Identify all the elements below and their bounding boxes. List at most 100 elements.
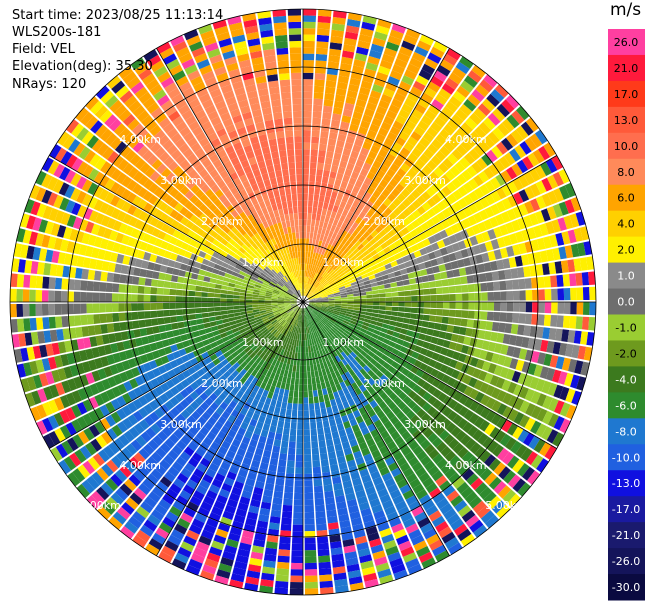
- velocity-gate: [325, 339, 331, 346]
- velocity-gate: [245, 325, 252, 331]
- velocity-gate: [245, 200, 254, 209]
- velocity-gate: [518, 174, 530, 188]
- velocity-gate: [134, 86, 148, 99]
- velocity-gate: [299, 384, 303, 392]
- velocity-gate: [172, 165, 183, 176]
- velocity-gate: [519, 386, 529, 399]
- velocity-gate: [29, 289, 36, 302]
- velocity-gate: [565, 343, 574, 358]
- velocity-gate: [335, 257, 342, 264]
- velocity-gate: [445, 422, 457, 434]
- velocity-gate: [91, 247, 100, 259]
- velocity-gate: [220, 306, 227, 311]
- velocity-gate: [331, 272, 338, 278]
- velocity-gate: [134, 158, 146, 170]
- velocity-gate: [137, 346, 146, 356]
- velocity-gate: [149, 342, 158, 352]
- velocity-gate: [448, 438, 460, 450]
- velocity-gate: [99, 282, 107, 292]
- velocity-gate: [361, 260, 369, 267]
- velocity-gate: [121, 201, 132, 213]
- velocity-gate: [358, 360, 367, 368]
- velocity-gate: [212, 239, 221, 247]
- velocity-gate: [447, 410, 458, 422]
- velocity-gate: [103, 366, 113, 378]
- velocity-gate: [303, 110, 312, 118]
- velocity-gate: [195, 406, 205, 416]
- velocity-gate: [157, 317, 165, 325]
- velocity-gate: [292, 345, 296, 353]
- velocity-gate: [191, 104, 204, 115]
- velocity-gate: [43, 330, 52, 343]
- velocity-gate: [90, 100, 104, 115]
- velocity-gate: [239, 308, 247, 312]
- velocity-gate: [214, 288, 222, 294]
- velocity-gate: [51, 342, 60, 355]
- velocity-gate: [285, 315, 291, 321]
- velocity-gate: [304, 531, 316, 538]
- velocity-gate: [346, 291, 354, 295]
- velocity-gate: [74, 279, 82, 291]
- velocity-gate: [195, 131, 207, 142]
- velocity-gate: [389, 277, 397, 283]
- velocity-gate: [360, 120, 371, 130]
- velocity-gate: [290, 569, 303, 576]
- velocity-gate: [303, 15, 316, 22]
- velocity-gate: [470, 477, 484, 491]
- velocity-gate: [493, 481, 507, 495]
- velocity-gate: [475, 464, 488, 477]
- velocity-gate: [243, 233, 251, 241]
- velocity-gate: [431, 215, 441, 225]
- velocity-gate: [151, 509, 165, 521]
- velocity-gate: [303, 435, 311, 443]
- velocity-gate: [175, 254, 184, 263]
- velocity-gate: [316, 421, 323, 429]
- velocity-gate: [272, 308, 279, 312]
- velocity-gate: [388, 392, 398, 401]
- velocity-gate: [321, 280, 328, 286]
- velocity-gate: [125, 275, 133, 284]
- velocity-gate: [208, 383, 218, 393]
- velocity-gate: [308, 245, 312, 252]
- velocity-gate: [473, 144, 486, 157]
- velocity-gate: [226, 498, 238, 508]
- velocity-gate: [308, 304, 315, 308]
- velocity-gate: [76, 416, 88, 430]
- velocity-gate: [355, 99, 367, 108]
- velocity-gate: [462, 293, 469, 301]
- velocity-gate: [154, 407, 165, 419]
- velocity-gate: [287, 337, 292, 345]
- velocity-gate: [112, 313, 120, 322]
- velocity-gate: [321, 296, 329, 299]
- velocity-gate: [223, 477, 235, 487]
- velocity-gate: [568, 358, 578, 373]
- velocity-gate: [298, 346, 301, 353]
- velocity-gate: [194, 218, 204, 228]
- velocity-gate: [271, 307, 279, 311]
- velocity-gate: [301, 308, 303, 315]
- velocity-gate: [125, 497, 139, 510]
- velocity-gate: [303, 416, 310, 423]
- velocity-gate: [54, 303, 62, 315]
- velocity-gate: [251, 345, 258, 352]
- velocity-gate: [353, 165, 362, 174]
- velocity-gate: [142, 362, 152, 372]
- velocity-gate: [240, 314, 248, 319]
- velocity-gate: [124, 349, 134, 360]
- velocity-gate: [334, 303, 342, 306]
- velocity-gate: [189, 204, 199, 214]
- velocity-gate: [337, 133, 347, 142]
- velocity-gate: [309, 258, 312, 265]
- velocity-gate: [311, 338, 315, 346]
- velocity-gate: [36, 262, 45, 275]
- velocity-gate: [237, 337, 245, 344]
- velocity-gate: [122, 255, 131, 265]
- velocity-gate: [325, 313, 332, 318]
- velocity-gate: [433, 272, 442, 281]
- velocity-gate: [317, 267, 322, 275]
- velocity-gate: [239, 350, 247, 358]
- velocity-gate: [303, 289, 305, 296]
- velocity-gate: [350, 213, 358, 222]
- velocity-gate: [523, 432, 535, 447]
- velocity-gate: [458, 383, 468, 394]
